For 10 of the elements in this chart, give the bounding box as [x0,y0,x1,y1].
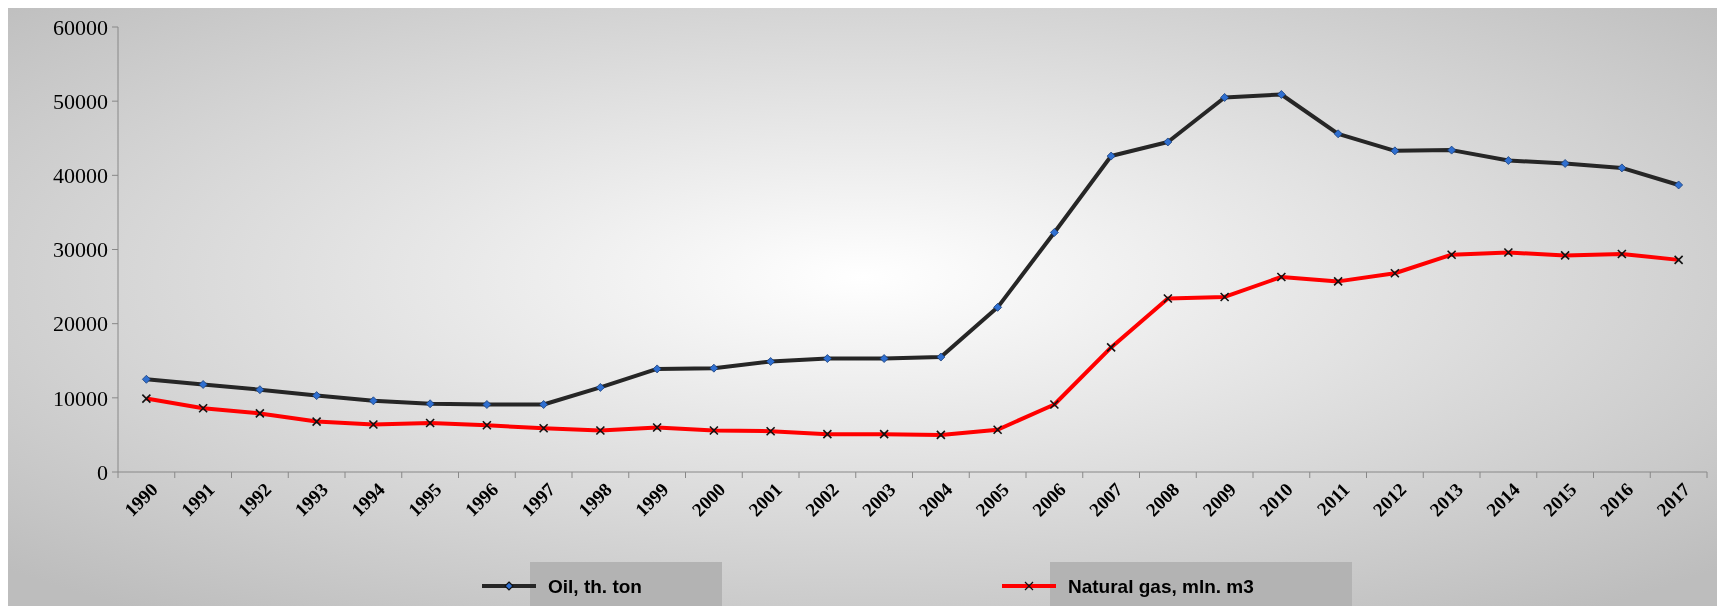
x-tick-label: 2011 [1312,478,1354,520]
y-tick-label: 0 [97,459,108,485]
legend-label: Natural gas, mln. m3 [1068,575,1254,597]
legend-label: Oil, th. ton [548,575,642,597]
y-tick-label: 30000 [53,237,108,263]
y-tick-label: 20000 [53,311,108,337]
y-tick-label: 10000 [53,385,108,411]
y-tick-label: 60000 [53,14,108,40]
y-tick-label: 40000 [53,163,108,189]
y-tick-label: 50000 [53,88,108,114]
